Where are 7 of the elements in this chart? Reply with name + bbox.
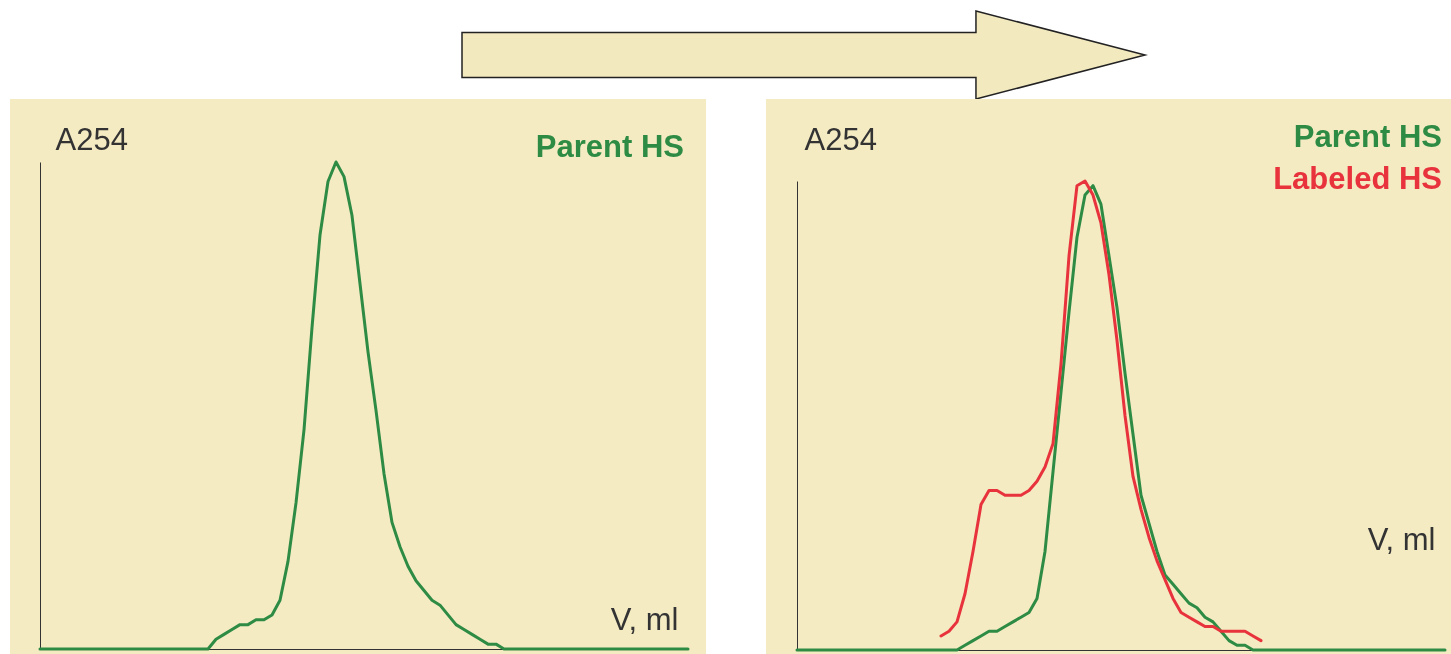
- y-axis-title: A254: [55, 121, 128, 157]
- text: Parent HS: [535, 129, 684, 164]
- text: Parent HS: [1293, 119, 1442, 154]
- x-axis-title: V, ml: [610, 601, 679, 637]
- x-axis-title: V, ml: [1367, 521, 1436, 557]
- text: Labeled HS: [1273, 161, 1442, 196]
- y-axis-title: A254: [804, 121, 877, 157]
